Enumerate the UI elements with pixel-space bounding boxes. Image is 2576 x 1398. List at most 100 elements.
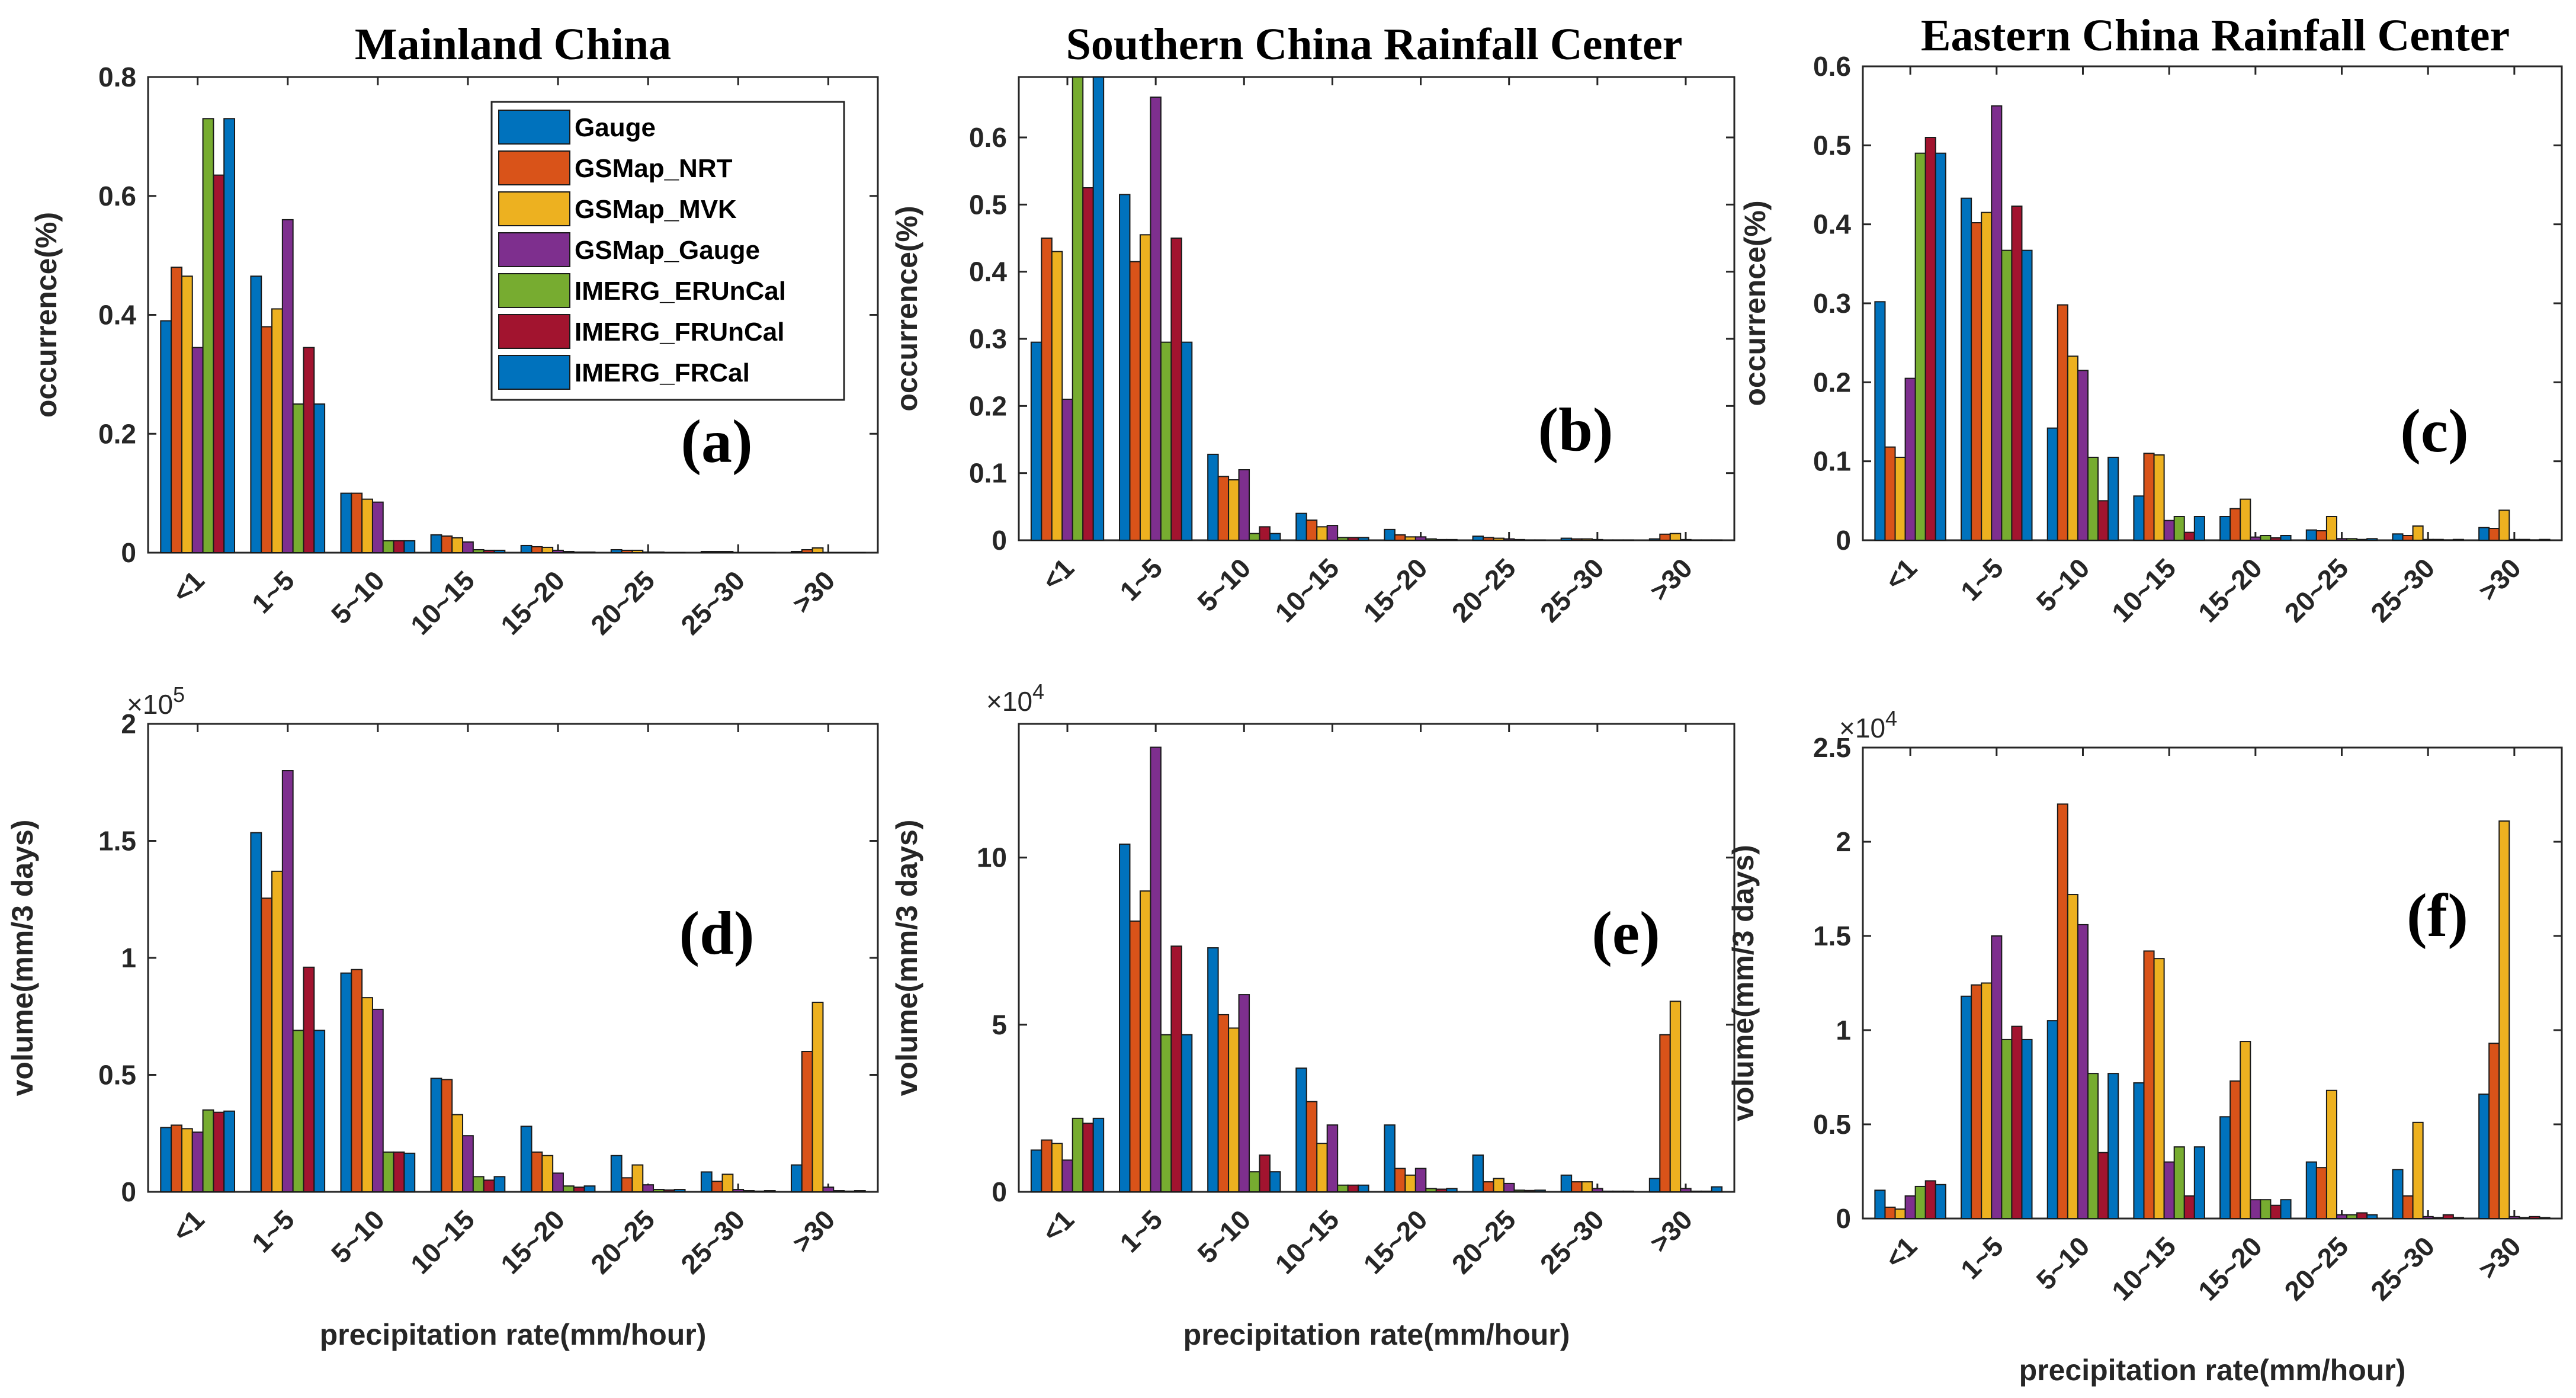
- bar-GSMap_NRT-4: [531, 1151, 543, 1192]
- x-tick-label: 20~25: [585, 565, 660, 640]
- y-axis-label: volume(mm/3 days): [890, 820, 923, 1096]
- bar-GSMap_Gauge-3: [1326, 1124, 1339, 1192]
- x-tick-label: 10~15: [405, 1204, 480, 1280]
- bar-GSMap_NRT-0: [171, 267, 182, 553]
- bar-IMERG_ERUnCal-4: [2260, 1199, 2272, 1219]
- x-tick-label: 15~20: [495, 565, 570, 640]
- bar-IMERG_ERUnCal-1: [1160, 1034, 1172, 1193]
- bar-GSMap_Gauge-5: [2336, 1214, 2348, 1219]
- bar-Gauge-6: [1560, 537, 1573, 541]
- panel-label: (c): [2400, 397, 2468, 465]
- bar-IMERG_ERUnCal-1: [292, 403, 304, 553]
- bar-Gauge-5: [2305, 1161, 2317, 1219]
- bar-IMERG_ERUnCal-7: [833, 551, 845, 553]
- bar-GSMap_MVK-4: [1404, 536, 1416, 541]
- bar-IMERG_FRCal-2: [2107, 1073, 2119, 1220]
- bar-GSMap_MVK-3: [451, 537, 464, 553]
- legend-swatch-GSMap_MVK: [498, 191, 570, 226]
- bar-IMERG_ERUnCal-7: [833, 1190, 845, 1193]
- y-tick-label: 0.6: [969, 122, 1007, 153]
- bar-Gauge-3: [2133, 495, 2145, 541]
- bar-GSMap_MVK-0: [1051, 1143, 1063, 1193]
- bar-Gauge-2: [1207, 947, 1219, 1192]
- bar-GSMap_NRT-7: [2488, 1043, 2500, 1219]
- y-tick-label: 0.1: [969, 458, 1007, 489]
- bar-Gauge-5: [610, 1155, 623, 1193]
- bar-GSMap_NRT-5: [621, 549, 633, 553]
- legend-swatch-GSMap_NRT: [498, 150, 570, 185]
- bar-GSMap_MVK-6: [1581, 538, 1593, 541]
- bar-GSMap_Gauge-2: [1238, 994, 1250, 1192]
- bar-IMERG_FRUnCal-7: [843, 1190, 855, 1192]
- x-tick-label: 25~30: [2365, 1230, 2440, 1306]
- bar-GSMap_Gauge-4: [2250, 1199, 2261, 1219]
- bar-IMERG_FRCal-1: [1180, 1034, 1193, 1193]
- bar-GSMap_MVK-2: [2067, 894, 2078, 1220]
- panel-c: 0 0.1 0.2 0.3 0.4 0.5 0.6 <1 1~5 5~10 10~15 15~20 20…: [1738, 11, 2563, 628]
- bar-IMERG_FRUnCal-6: [753, 1190, 765, 1192]
- legend-label: IMERG_ERUnCal: [575, 277, 786, 306]
- bar-IMERG_ERUnCal-4: [2260, 535, 2272, 541]
- bar-GSMap_MVK-2: [1228, 1027, 1240, 1192]
- bar-IMERG_FRUnCal-2: [2097, 500, 2109, 541]
- y-tick-label: 0.2: [1813, 367, 1851, 397]
- bar-GSMap_Gauge-5: [642, 551, 655, 554]
- bar-IMERG_FRUnCal-7: [2529, 1216, 2540, 1220]
- y-tick-label: 0.6: [98, 181, 136, 211]
- axis-exponent: ×104: [986, 679, 1044, 717]
- bar-IMERG_FRCal-7: [1711, 1186, 1723, 1193]
- bar-IMERG_ERUnCal-5: [653, 1189, 665, 1193]
- bar-IMERG_FRCal-2: [2107, 457, 2119, 541]
- bar-GSMap_NRT-7: [1659, 533, 1671, 541]
- bar-GSMap_NRT-6: [711, 550, 723, 553]
- x-tick-label: 15~20: [2192, 1230, 2268, 1306]
- x-tick-label: 5~10: [2030, 552, 2096, 617]
- bar-GSMap_MVK-5: [631, 549, 644, 553]
- y-tick-label: 0.3: [969, 323, 1007, 354]
- bar-GSMap_Gauge-7: [1680, 1188, 1692, 1193]
- y-tick-label: 0.4: [1813, 209, 1851, 240]
- bar-Gauge-6: [1560, 1174, 1573, 1193]
- bar-IMERG_FRUnCal-5: [1523, 1189, 1536, 1192]
- bar-GSMap_NRT-2: [351, 969, 363, 1192]
- bar-GSMap_NRT-4: [1394, 1168, 1406, 1192]
- bar-GSMap_NRT-2: [1217, 476, 1230, 541]
- bar-Gauge-7: [1648, 538, 1661, 541]
- bar-IMERG_FRUnCal-3: [2183, 531, 2195, 541]
- bar-GSMap_MVK-2: [361, 997, 373, 1193]
- bar-GSMap_NRT-1: [1971, 984, 1982, 1220]
- x-tick-label: 10~15: [2106, 1230, 2182, 1306]
- bar-IMERG_FRCal-2: [403, 1152, 416, 1192]
- x-tick-label: <1: [1879, 552, 1923, 596]
- bar-GSMap_Gauge-3: [2163, 1161, 2175, 1219]
- bar-Gauge-6: [700, 1171, 713, 1193]
- bar-IMERG_FRCal-1: [2021, 249, 2033, 541]
- y-tick-label: 0: [992, 525, 1007, 556]
- bar-GSMap_Gauge-3: [462, 541, 474, 553]
- x-tick-label: 1~5: [246, 565, 300, 619]
- bar-GSMap_MVK-6: [721, 1173, 734, 1192]
- bar-GSMap_MVK-7: [811, 547, 824, 553]
- bar-IMERG_ERUnCal-6: [743, 551, 755, 553]
- bar-IMERG_FRUnCal-3: [483, 1179, 495, 1192]
- x-tick-label: 25~30: [1534, 1204, 1610, 1280]
- x-tick-label: <1: [1036, 552, 1080, 596]
- bar-IMERG_FRUnCal-3: [483, 549, 495, 553]
- bar-Gauge-2: [1207, 453, 1219, 541]
- legend-swatch-IMERG_FRCal: [498, 355, 570, 390]
- x-tick-label: 5~10: [2030, 1230, 2096, 1296]
- bar-GSMap_NRT-4: [531, 546, 543, 554]
- bar-IMERG_FRUnCal-0: [1082, 1123, 1094, 1192]
- bar-IMERG_FRCal-1: [2021, 1038, 2033, 1220]
- bar-IMERG_FRUnCal-1: [303, 347, 315, 553]
- y-tick-label: 0: [1836, 525, 1851, 556]
- panel-e: 0 5 10 <1 1~5 5~10 10~15 15~20 20~25 25~30 >30 volu…: [890, 679, 1735, 1351]
- panel-f: 0 0.5 1 1.5 2 2.5 <1 1~5 5~10 10~15 15~20 20~25 25~3…: [1727, 706, 2563, 1387]
- x-tick-label: >30: [786, 1204, 841, 1258]
- legend-label: IMERG_FRUnCal: [575, 318, 784, 347]
- y-tick-label: 5: [992, 1009, 1007, 1040]
- bar-GSMap_MVK-3: [1316, 1143, 1328, 1193]
- bar-GSMap_NRT-6: [711, 1181, 723, 1192]
- bar-IMERG_FRUnCal-4: [2270, 1204, 2282, 1219]
- bar-IMERG_FRCal-3: [2193, 516, 2205, 541]
